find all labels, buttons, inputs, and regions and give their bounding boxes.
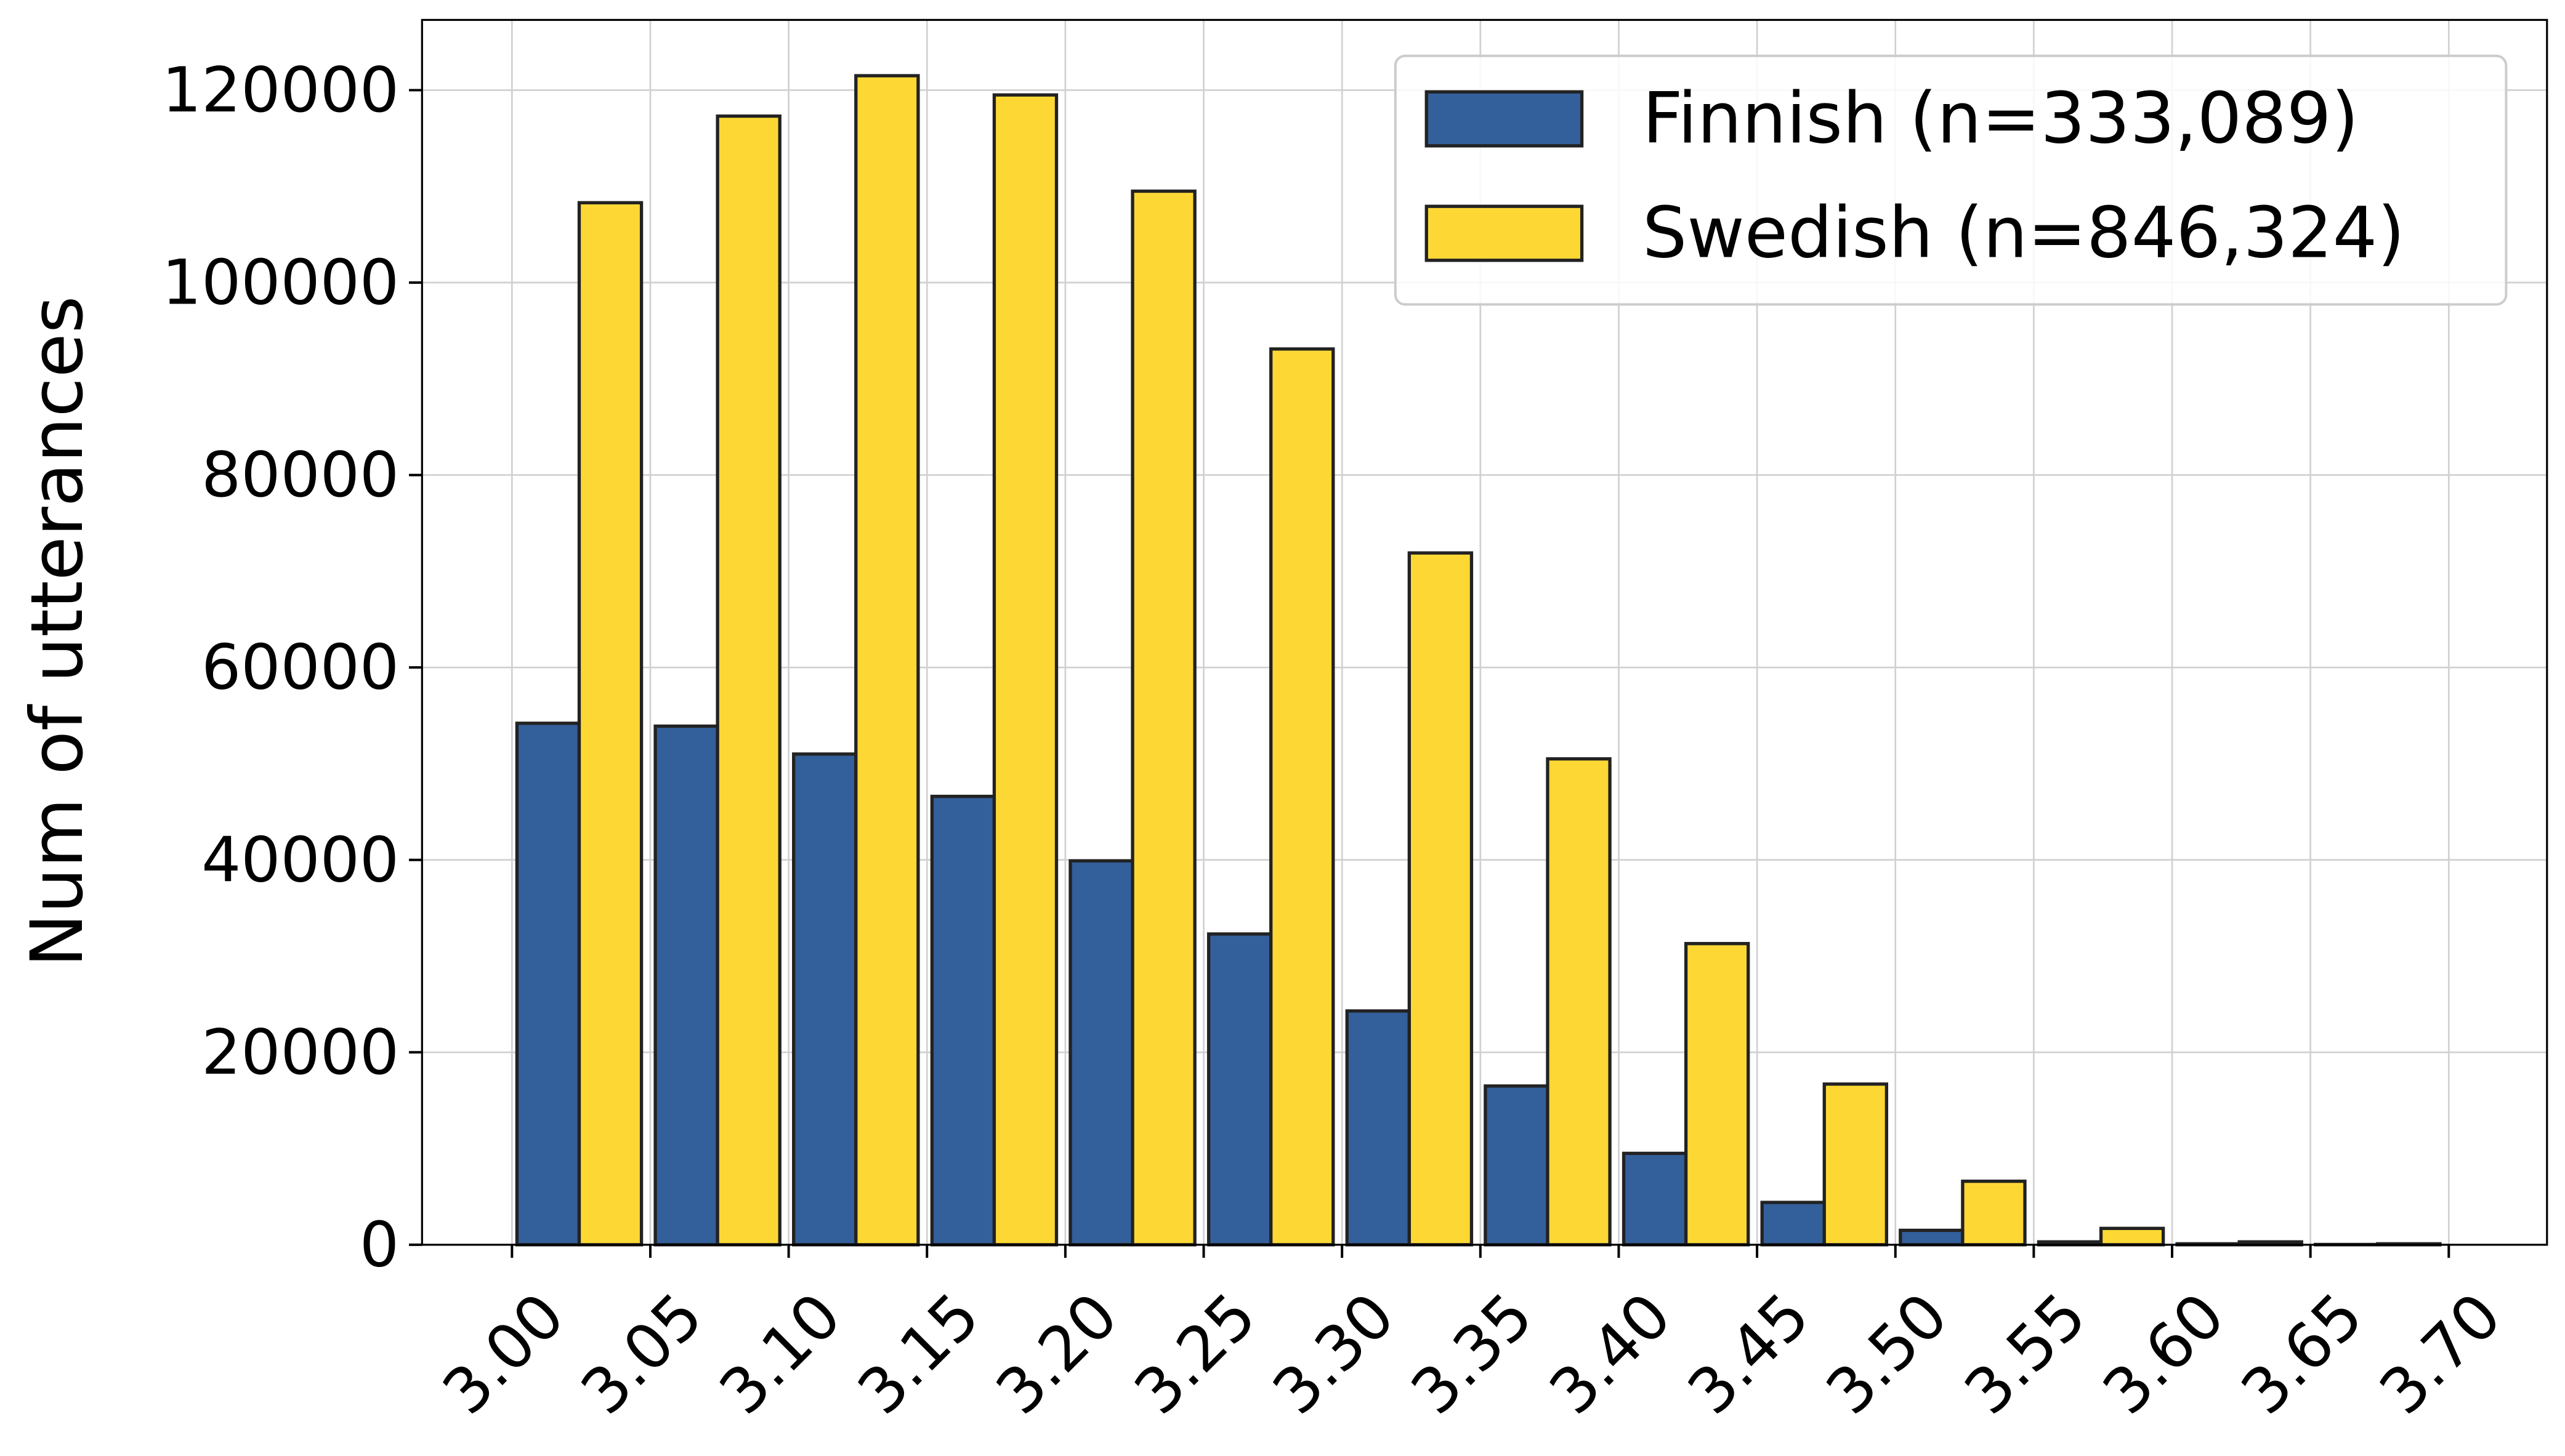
bar-finnish	[1345, 1009, 1411, 1247]
y-tick-label: 100000	[162, 246, 399, 319]
legend-label: Swedish (n=846,324)	[1642, 192, 2405, 274]
x-tick-label: 3.20	[982, 1279, 1131, 1428]
bar-swedish	[1131, 189, 1197, 1247]
bar-finnish	[1622, 1151, 1688, 1247]
x-axis: 3.003.053.103.153.203.253.303.353.403.45…	[429, 1244, 2515, 1428]
x-tick-label: 3.10	[706, 1279, 855, 1428]
bar-swedish	[1546, 757, 1612, 1247]
bar-swedish	[992, 93, 1059, 1247]
bar-finnish	[1899, 1228, 1965, 1247]
bar-swedish	[1961, 1180, 2027, 1247]
y-axis: 0 20000 40000 60000 80000 100000 120000	[162, 54, 422, 1281]
x-tick-label: 3.40	[1535, 1279, 1684, 1428]
y-tick-label: 40000	[201, 823, 399, 896]
bar-swedish	[1822, 1082, 1889, 1247]
bar-finnish	[515, 722, 581, 1247]
x-tick-label: 3.45	[1674, 1279, 1823, 1428]
legend-swatch	[1424, 90, 1584, 148]
bar-swedish	[1684, 942, 1750, 1247]
y-tick-label: 60000	[201, 631, 399, 704]
legend-label: Finnish (n=333,089)	[1642, 78, 2359, 159]
bar-swedish	[1269, 347, 1335, 1247]
x-tick-label: 3.50	[1812, 1279, 1961, 1428]
bar-swedish	[2099, 1226, 2165, 1247]
x-tick-label: 3.30	[1259, 1279, 1408, 1428]
x-tick-label: 3.00	[429, 1279, 578, 1428]
y-tick-label: 0	[360, 1208, 399, 1281]
bars	[515, 74, 2442, 1247]
bar-swedish	[854, 74, 920, 1247]
x-tick-label: 3.35	[1397, 1279, 1546, 1428]
legend-box	[1394, 54, 2508, 306]
bar-finnish	[1206, 932, 1273, 1247]
x-tick-label: 3.70	[2365, 1279, 2515, 1428]
x-tick-label: 3.60	[2089, 1279, 2238, 1428]
bar-finnish	[653, 724, 719, 1247]
y-tick-label: 120000	[162, 54, 399, 126]
bar-finnish	[1484, 1084, 1549, 1247]
bar-finnish	[792, 752, 858, 1247]
bar-finnish	[1068, 859, 1134, 1247]
bar-finnish	[930, 794, 996, 1247]
bar-finnish	[1760, 1201, 1826, 1247]
x-tick-label: 3.25	[1121, 1279, 1270, 1428]
legend: Finnish (n=333,089) Swedish (n=846,324)	[1394, 54, 2508, 306]
x-tick-label: 3.15	[844, 1279, 993, 1428]
bar-swedish	[1407, 551, 1474, 1247]
y-axis-label: Num of utterances	[15, 296, 99, 967]
y-tick-label: 80000	[201, 438, 399, 511]
x-tick-label: 3.55	[1950, 1279, 2099, 1428]
x-tick-label: 3.65	[2228, 1279, 2377, 1428]
y-tick-label: 20000	[201, 1016, 399, 1088]
bar-swedish	[577, 201, 644, 1247]
legend-swatch	[1424, 204, 1584, 262]
bar-swedish	[716, 114, 782, 1247]
plot-frame	[421, 18, 2548, 1246]
x-tick-label: 3.05	[567, 1279, 716, 1428]
